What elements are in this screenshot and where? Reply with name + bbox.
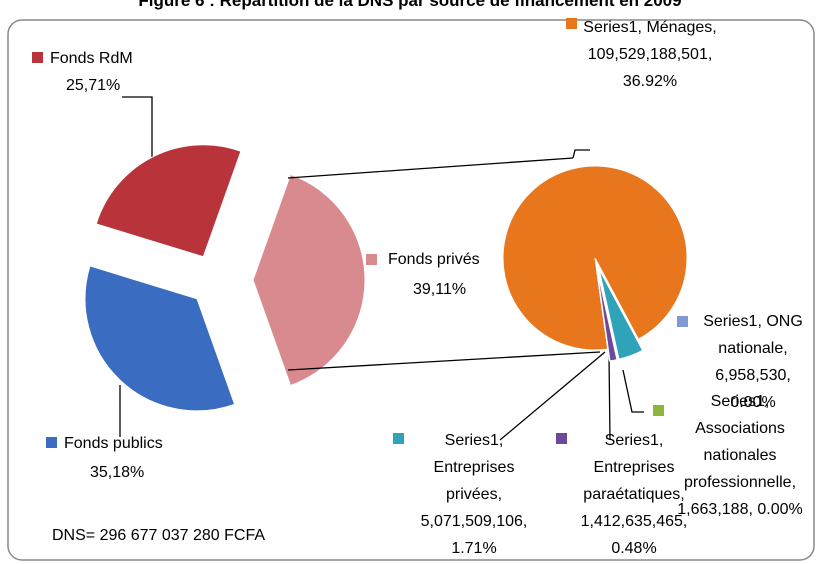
- legend-swatch: [677, 316, 688, 327]
- legend-swatch: [653, 405, 664, 416]
- legend-swatch: [32, 52, 43, 63]
- legend-swatch: [566, 18, 577, 29]
- legend-swatch: [46, 437, 57, 448]
- category-label: Fonds privés: [388, 251, 480, 268]
- chart-title: Figure 6 : Répartition de la DNS par sou…: [138, 0, 682, 10]
- legend-swatch: [556, 433, 567, 444]
- pie-slice: [502, 165, 688, 351]
- data-label: Series1, Entreprises paraétatiques, 1,41…: [580, 432, 688, 557]
- value-label: 35,18%: [90, 464, 145, 481]
- category-label: Fonds RdM: [50, 50, 133, 67]
- data-label: Series1, ONG nationale, 6,958,530, 0.00%: [703, 313, 803, 411]
- data-label: Series1, Ménages, 109,529,188,501, 36.92…: [583, 19, 717, 90]
- value-label: 25,71%: [66, 77, 121, 94]
- annotation: DNS= 296 677 037 280 FCFA: [52, 527, 266, 544]
- value-label: 39,11%: [413, 281, 467, 298]
- pie-slice: [596, 269, 611, 362]
- category-label: Fonds publics: [64, 435, 163, 452]
- pie-slice: [252, 173, 366, 387]
- pie-slice: [598, 269, 644, 360]
- legend-swatch: [366, 254, 377, 265]
- data-label: Series1, Entreprises privées, 5,071,509,…: [420, 432, 528, 557]
- pie-slice: [95, 144, 242, 258]
- connector-lines: [287, 157, 601, 371]
- data-label: Series1, Associations nationales profess…: [677, 393, 803, 518]
- pie-slice: [84, 265, 236, 412]
- legend-swatch: [393, 433, 404, 444]
